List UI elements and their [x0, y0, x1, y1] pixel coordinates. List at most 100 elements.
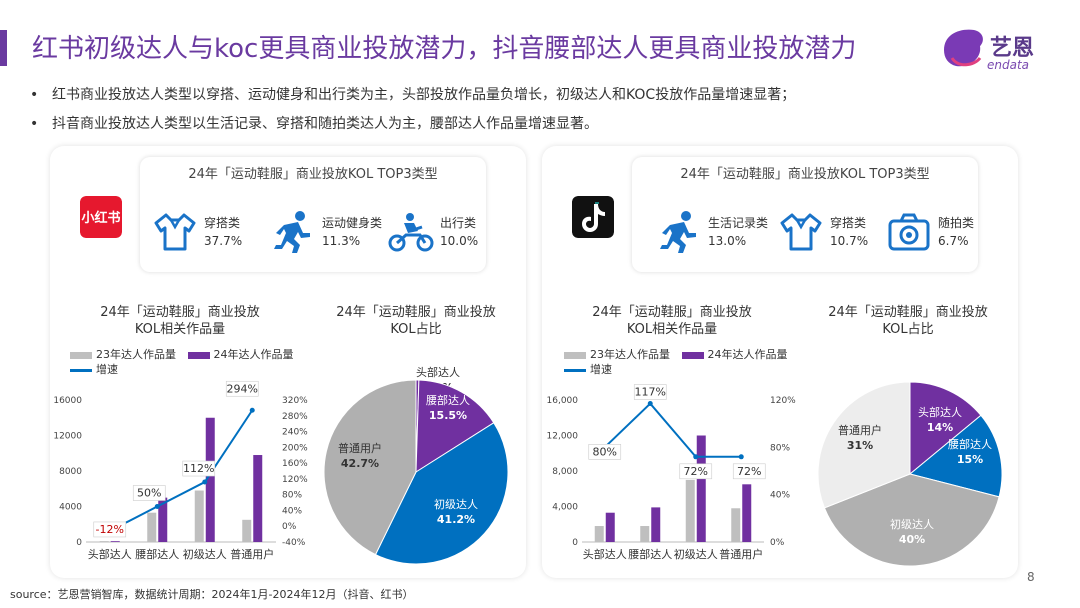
growth-label: 50%: [137, 487, 161, 500]
growth-label-box: [633, 384, 667, 400]
pie-slice-name: 初级达人: [434, 497, 478, 511]
growth-label-box: [588, 444, 622, 460]
endata-logo-icon: [944, 29, 983, 67]
legend-swatch-23: [70, 351, 92, 359]
growth-label: 294%: [227, 382, 258, 395]
growth-label-box: [93, 521, 127, 538]
svg-text:小红书: 小红书: [81, 210, 120, 226]
pie-slice: [374, 422, 509, 565]
y2-tick-label: 0%: [770, 538, 785, 548]
bar-2024: [605, 512, 615, 542]
bar-2024: [651, 507, 661, 542]
y-tick-label: 12000: [53, 432, 82, 442]
shirt-icon: [780, 213, 822, 251]
bar-2023: [147, 512, 157, 542]
pie-slice-value: 42.7%: [341, 457, 379, 470]
pie-slice-name: 普通用户: [338, 441, 382, 455]
dy-pie-title: 24年「运动鞋服」商业投放 KOL占比: [828, 305, 988, 337]
douyin-panel: 24年「运动鞋服」商业投放KOL TOP3类型 生活记录类 13.0% 穿搭类 …: [542, 146, 1018, 578]
pie-slice-value: 31%: [847, 439, 873, 452]
xiaohongshu-panel: 小红书 24年「运动鞋服」商业投放KOL TOP3类型 穿搭类 37.7% 运动…: [50, 146, 526, 578]
runner-icon: [660, 211, 696, 253]
y-tick-label: 8,000: [552, 467, 578, 477]
growth-label: 80%: [593, 445, 617, 458]
y-tick-label: 0: [76, 538, 82, 548]
page-title: 红书初级达人与koc更具商业投放潜力，抖音腰部达人更具商业投放潜力: [32, 34, 857, 64]
pie-slice-value: 14%: [927, 421, 953, 434]
pie-slice-name: 头部达人: [918, 405, 962, 419]
growth-label-box: [679, 463, 713, 480]
y2-tick-label: 280%: [282, 412, 308, 422]
dy-bar-chart: 0 4,000 8,000 12,000 16,000 0% 40% 80% 120% 头部达人腰…: [547, 384, 796, 561]
growth-point: [738, 454, 744, 460]
growth-label: 112%: [183, 462, 214, 475]
pie-slice: [909, 381, 982, 476]
growth-label-box: [182, 460, 216, 477]
pie-slice-value: 41.2%: [437, 513, 475, 526]
bullet-list: • 红书商业投放达人类型以穿搭、运动健身和出行类为主，头部投放作品量负增长，初级达…: [30, 84, 795, 142]
y2-tick-label: 200%: [282, 443, 308, 453]
x-tick-label: 初级达人: [183, 547, 227, 561]
bar-2024: [158, 497, 168, 542]
y-tick-label: 8000: [59, 467, 82, 477]
title-accent-bar: [0, 30, 7, 66]
logo-text: 艺恩: [990, 36, 1035, 61]
pie-slice: [323, 379, 417, 556]
xhs-legend: 23年达人作品量 24年达人作品量: [70, 346, 294, 362]
pie-slice: [817, 381, 911, 509]
xhs-top3-box: 24年「运动鞋服」商业投放KOL TOP3类型 穿搭类 37.7% 运动健身类 …: [140, 157, 486, 272]
bar-2024: [253, 455, 263, 542]
xhs-bar-title: 24年「运动鞋服」商业投放 KOL相关作品量: [100, 305, 260, 337]
pie-slice-name: 腰部达人: [426, 393, 470, 407]
y2-tick-label: 0%: [282, 522, 297, 532]
pie-slice-name: 初级达人: [890, 517, 934, 531]
pie-slice-name: 腰部达人: [948, 437, 992, 451]
pie-slice-value: 15.5%: [429, 409, 467, 422]
growth-label-box: [225, 380, 259, 397]
x-tick-label: 普通用户: [230, 547, 274, 561]
legend-swatch-24: [187, 351, 210, 359]
x-tick-label: 普通用户: [719, 547, 763, 561]
legend-swatch-23: [564, 351, 586, 359]
y2-tick-label: -40%: [282, 538, 306, 548]
pie-slice: [823, 473, 1000, 567]
y2-tick-label: 80%: [282, 491, 302, 501]
y-tick-label: 4000: [59, 503, 82, 513]
legend-swatch-24: [681, 351, 704, 359]
y-tick-label: 12,000: [547, 432, 579, 442]
growth-point: [202, 479, 208, 485]
dy-legend-line: 增速: [564, 361, 612, 377]
dy-top3-box: 24年「运动鞋服」商业投放KOL TOP3类型 生活记录类 13.0% 穿搭类 …: [632, 157, 978, 272]
bar-2024: [742, 484, 752, 542]
dy-top3-title: 24年「运动鞋服」商业投放KOL TOP3类型: [680, 167, 930, 182]
bar-2023: [640, 526, 650, 542]
bar-2023: [99, 541, 109, 542]
y2-tick-label: 240%: [282, 428, 308, 438]
growth-point: [154, 504, 160, 509]
xiaohongshu-logo-icon: 小红书: [80, 196, 122, 238]
pie-slice: [415, 379, 495, 473]
growth-point: [249, 407, 255, 413]
y2-tick-label: 320%: [282, 396, 308, 406]
y-tick-label: 16000: [53, 396, 82, 406]
page-number: 8: [1027, 570, 1035, 584]
legend-swatch-growth: [70, 368, 92, 372]
bar-2023: [685, 479, 695, 542]
pie-slice-value: 40%: [899, 533, 925, 546]
pie-slice-name: 普通用户: [838, 423, 882, 437]
x-tick-label: 头部达人: [583, 547, 627, 561]
dy-legend: 23年达人作品量 24年达人作品量: [564, 346, 788, 362]
growth-label-box: [132, 485, 166, 501]
y2-tick-label: 120%: [282, 475, 308, 485]
shirt-icon: [154, 213, 196, 251]
runner-icon: [274, 211, 310, 253]
growth-line: [109, 409, 254, 532]
xhs-legend-line: 增速: [70, 361, 118, 377]
growth-label: 117%: [635, 386, 666, 399]
motorbike-icon: [388, 213, 434, 252]
xhs-bar-chart: 0 4000 8000 12000 16000 -40% 0% 40% 80% 120% 160% 2…: [53, 380, 308, 561]
logo-subtext: endata: [987, 58, 1030, 72]
douyin-logo-icon: [572, 196, 614, 238]
y-tick-label: 4,000: [552, 503, 578, 513]
